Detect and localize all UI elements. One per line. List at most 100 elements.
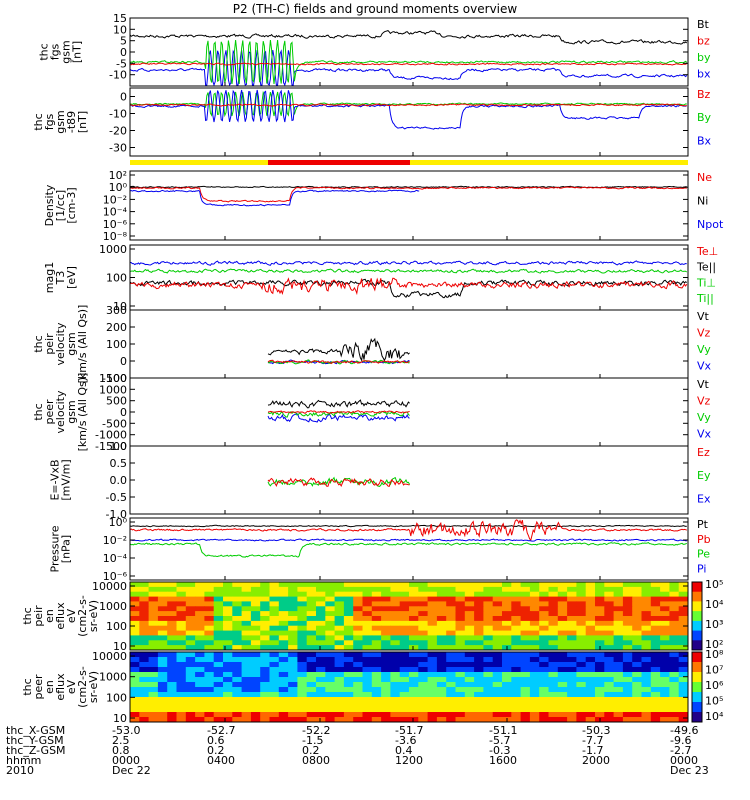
spectrogram-cell — [288, 667, 298, 673]
spectrogram-cell — [130, 625, 140, 632]
spectrogram-cell — [362, 611, 373, 617]
spectrogram-cell — [520, 582, 531, 588]
legend-entry: Ne — [697, 171, 712, 184]
spectrogram-cell — [213, 707, 224, 713]
spectrogram-cell — [492, 616, 503, 622]
spectrogram-cell — [529, 601, 540, 607]
spectrogram-cell — [585, 672, 596, 678]
spectrogram-cell — [567, 625, 577, 632]
spectrogram-cell — [297, 586, 308, 593]
spectrogram-cell — [576, 697, 587, 703]
spectrogram-cell — [576, 616, 587, 622]
spectrogram-cell — [399, 606, 410, 612]
spectrogram-cell — [464, 606, 475, 612]
spectrogram-cell — [511, 625, 522, 632]
spectrogram-cell — [650, 702, 661, 708]
spectrogram-cell — [297, 662, 308, 668]
spectrogram-cell — [567, 697, 577, 703]
spectrogram-cell — [130, 601, 140, 607]
y-tick-label: -0.5 — [106, 491, 127, 504]
spectrogram-cell — [613, 702, 624, 708]
spectrogram-cell — [176, 645, 187, 651]
spectrogram-cell — [241, 640, 252, 646]
spectrogram-cell — [176, 657, 187, 663]
spectrogram-cell — [632, 712, 642, 718]
spectrogram-cell — [539, 606, 549, 612]
spectrogram-cell — [371, 652, 382, 658]
spectrogram-cell — [223, 591, 233, 598]
spectrogram-cell — [139, 682, 150, 688]
spectrogram-cell — [650, 692, 661, 698]
spectrogram-cell — [567, 677, 577, 683]
spectrogram-cell — [585, 586, 596, 593]
spectrogram-cell — [213, 682, 224, 688]
spectrogram-cell — [502, 591, 512, 598]
spectrogram-cell — [427, 586, 438, 593]
spectrogram-cell — [595, 682, 605, 688]
spectrogram-cell — [539, 717, 549, 723]
x-axis-value: 0800 — [302, 754, 330, 767]
spectrogram-cell — [316, 586, 326, 593]
spectrogram-cell — [641, 596, 652, 602]
spectrogram-cell — [232, 702, 243, 708]
spectrogram-cell — [613, 662, 624, 668]
spectrogram-cell — [306, 692, 317, 698]
spectrogram-cell — [632, 667, 642, 673]
spectrogram-cell — [241, 692, 252, 698]
spectrogram-cell — [390, 672, 401, 678]
spectrogram-cell — [622, 630, 633, 636]
spectrogram-cell — [585, 582, 596, 588]
colorbar-segment — [692, 702, 702, 713]
spectrogram-cell — [343, 601, 354, 607]
spectrogram-cell — [381, 657, 391, 663]
y-tick-label: 10⁻⁶ — [103, 570, 128, 583]
spectrogram-cell — [213, 677, 224, 683]
spectrogram-cell — [390, 606, 401, 612]
spectrogram-cell — [678, 586, 689, 593]
spectrogram-cell — [297, 667, 308, 673]
spectrogram-cell — [148, 586, 159, 593]
spectrogram-cell — [213, 697, 224, 703]
spectrogram-cell — [660, 692, 670, 698]
spectrogram-cell — [381, 692, 391, 698]
spectrogram-cell — [167, 620, 177, 627]
spectrogram-cell — [343, 697, 354, 703]
spectrogram-cell — [381, 616, 391, 622]
spectrogram-cell — [278, 707, 289, 713]
spectrogram-cell — [502, 582, 512, 588]
spectrogram-cell — [399, 640, 410, 646]
spectrogram-cell — [539, 625, 549, 632]
spectrogram-cell — [288, 652, 298, 658]
chart-title: P2 (TH-C) fields and ground moments over… — [233, 2, 518, 16]
spectrogram-cell — [148, 606, 159, 612]
spectrogram-cell — [353, 645, 363, 651]
spectrogram-cell — [604, 692, 615, 698]
spectrogram-cell — [539, 697, 549, 703]
spectrogram-cell — [409, 707, 419, 713]
spectrogram-cell — [306, 635, 317, 641]
spectrogram-cell — [669, 652, 680, 658]
spectrogram-cell — [148, 687, 159, 693]
spectrogram-cell — [306, 702, 317, 708]
spectrogram-cell — [660, 667, 670, 673]
spectrogram-cell — [343, 657, 354, 663]
spectrogram-cell — [241, 630, 252, 636]
x-axis-value: -51.7 — [395, 724, 423, 737]
temperature-frame — [129, 244, 689, 311]
y-axis-label: peer — [32, 674, 45, 700]
spectrogram-cell — [436, 672, 447, 678]
spectrogram-cell — [520, 697, 531, 703]
spectrogram-cell — [632, 591, 642, 598]
spectrogram-cell — [260, 606, 270, 612]
spectrogram-cell — [660, 625, 670, 632]
spectrogram-cell — [204, 652, 215, 658]
spectrogram-cell — [650, 591, 661, 598]
spectrogram-cell — [157, 657, 168, 663]
spectrogram-cell — [613, 677, 624, 683]
spectrogram-cell — [483, 702, 494, 708]
spectrogram-cell — [567, 582, 577, 588]
spectrogram-cell — [213, 625, 224, 632]
spectrogram-cell — [139, 692, 150, 698]
spectrogram-cell — [241, 712, 252, 718]
y-tick-label: 10⁰ — [109, 516, 128, 529]
